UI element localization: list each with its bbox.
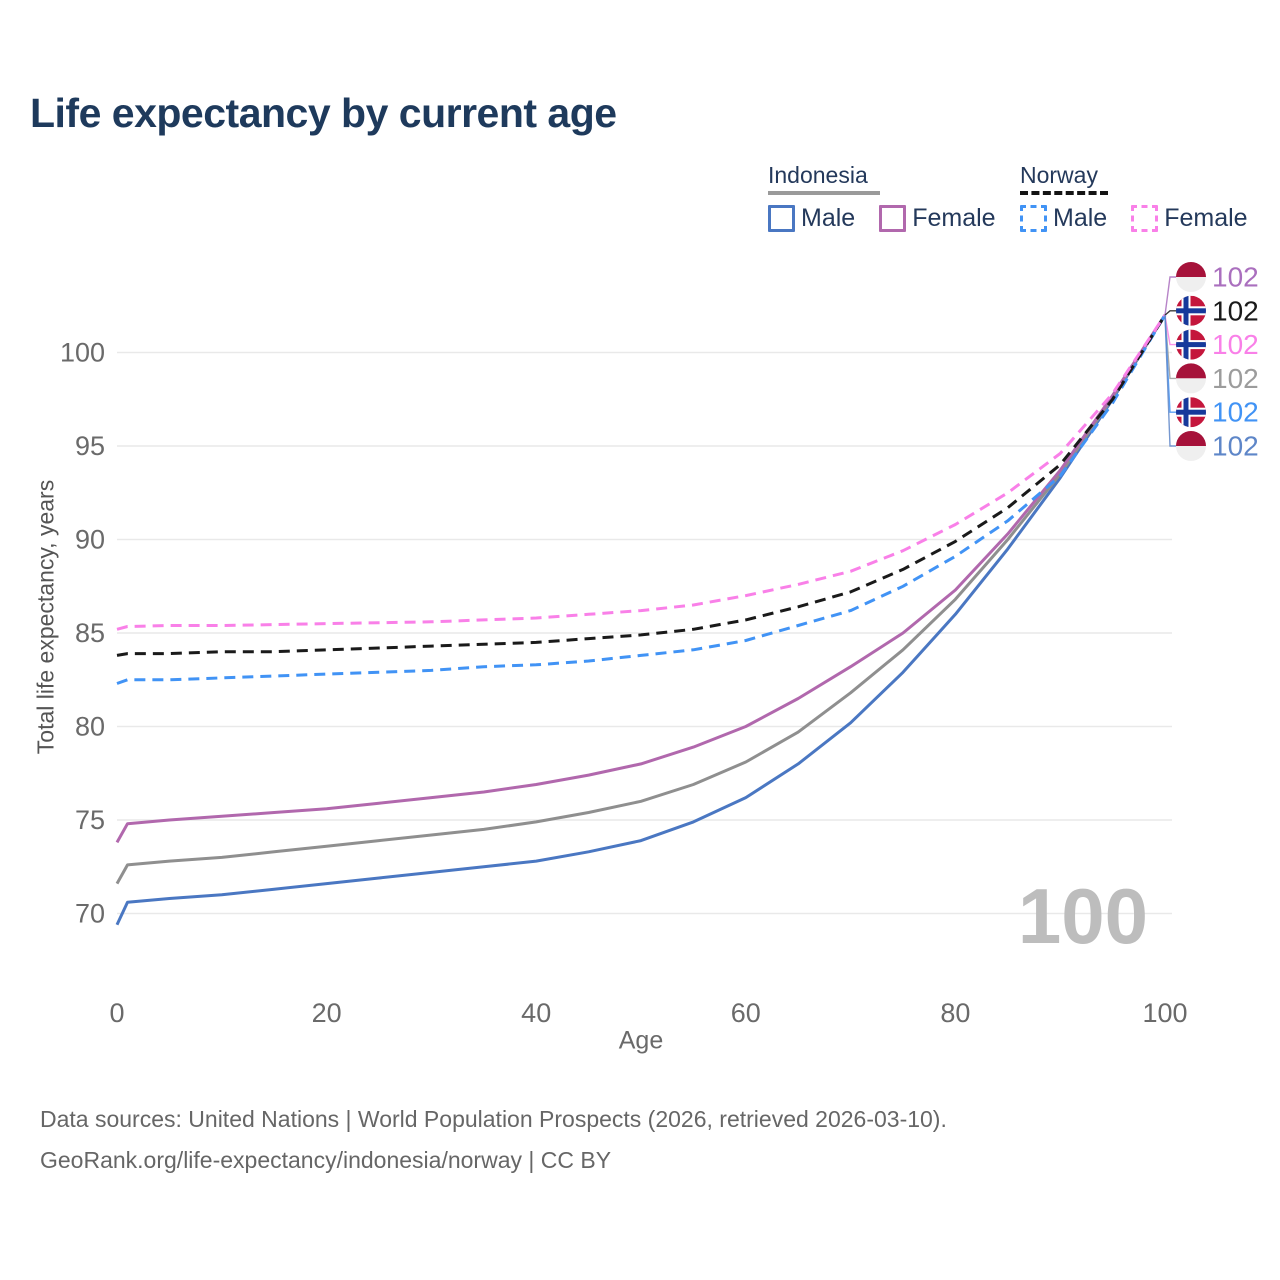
- series-line-norway-male: [116, 314, 1167, 685]
- end-value-label: 102: [1212, 329, 1259, 360]
- x-tick-label: 40: [521, 998, 551, 1028]
- series-line-norway: [116, 314, 1167, 657]
- legend-item-label: Male: [801, 204, 856, 232]
- age-watermark: 100: [1018, 872, 1148, 960]
- flag-icon-indonesia: [1176, 431, 1206, 461]
- series-line-norway-female: [116, 314, 1167, 631]
- legend-group-indonesia: Indonesia Male Female: [768, 162, 1020, 233]
- flag-icon-norway: [1176, 397, 1206, 428]
- footer-sources-line: Data sources: United Nations | World Pop…: [40, 1106, 947, 1132]
- end-value-label: 102: [1212, 397, 1259, 428]
- legend-group-title: Indonesia: [768, 162, 868, 188]
- x-tick-label: 80: [940, 998, 970, 1028]
- end-label-connector: [1164, 314, 1176, 346]
- legend-item-norway-male[interactable]: Male: [1020, 204, 1107, 233]
- legend-group-norway: Norway Male Female: [1020, 162, 1272, 233]
- legend-item-indonesia-male[interactable]: Male: [768, 204, 855, 233]
- end-label-connector: [1164, 310, 1176, 316]
- y-tick-label: 90: [75, 525, 105, 555]
- end-label-connector: [1164, 276, 1176, 316]
- legend-dashed-line-sample: [1020, 191, 1108, 195]
- flag-icon-indonesia: [1176, 262, 1206, 292]
- y-tick-label: 80: [75, 712, 105, 742]
- y-tick-label: 75: [75, 805, 105, 835]
- chart-legend: Indonesia Male Female Norway Male Female: [0, 162, 1280, 252]
- data-source-footer: Data sources: United Nations | World Pop…: [40, 1106, 1240, 1188]
- legend-item-norway-female[interactable]: Female: [1131, 204, 1248, 233]
- legend-swatch-icon: [1020, 205, 1047, 232]
- legend-group-title: Norway: [1020, 162, 1098, 188]
- end-value-label: 102: [1212, 431, 1259, 462]
- legend-solid-line-sample: [768, 191, 880, 195]
- legend-swatch-icon: [1131, 205, 1159, 232]
- x-axis-title: Age: [618, 1026, 664, 1055]
- footer-attribution-line: GeoRank.org/life-expectancy/indonesia/no…: [40, 1147, 612, 1173]
- y-axis-title: Total life expectancy, years: [32, 479, 59, 755]
- page-title: Life expectancy by current age: [30, 90, 617, 136]
- legend-item-label: Male: [1053, 204, 1108, 232]
- flag-icon-norway: [1176, 329, 1206, 360]
- end-value-label: 102: [1212, 295, 1259, 326]
- end-value-label: 102: [1212, 262, 1259, 293]
- flag-icon-norway: [1176, 295, 1206, 326]
- y-tick-label: 95: [75, 431, 105, 461]
- legend-swatch-icon: [879, 205, 907, 232]
- series-line-indonesia: [115, 314, 1167, 885]
- series-line-indonesia-male: [115, 314, 1167, 926]
- series-line-indonesia-female: [115, 314, 1167, 844]
- flag-icon-indonesia: [1176, 363, 1206, 394]
- y-tick-label: 85: [75, 618, 105, 648]
- x-tick-label: 20: [312, 998, 342, 1028]
- legend-item-label: Female: [1164, 204, 1248, 232]
- legend-swatch-icon: [768, 205, 795, 232]
- y-tick-label: 70: [75, 899, 105, 929]
- end-label-connector: [1164, 315, 1176, 447]
- x-tick-label: 60: [731, 998, 761, 1028]
- x-tick-label: 100: [1142, 998, 1187, 1028]
- y-tick-label: 100: [60, 338, 105, 368]
- x-tick-label: 0: [109, 998, 124, 1028]
- end-value-label: 102: [1212, 363, 1259, 394]
- legend-item-label: Female: [912, 204, 996, 232]
- legend-item-indonesia-female[interactable]: Female: [879, 204, 996, 233]
